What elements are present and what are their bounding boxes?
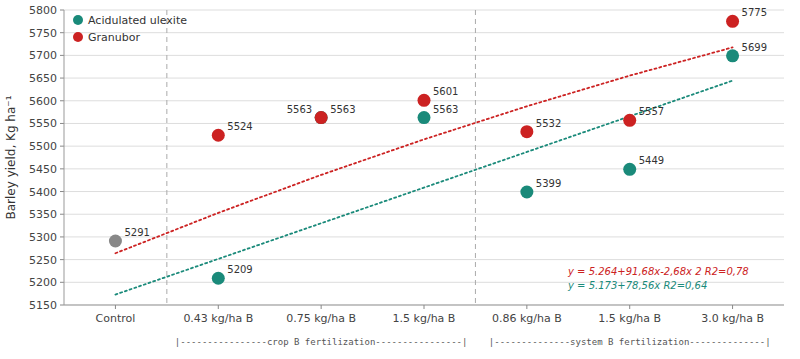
y-tick (60, 32, 64, 33)
point (726, 49, 739, 62)
y-tick (60, 168, 64, 169)
grid-line (64, 55, 784, 56)
point (212, 272, 225, 285)
y-tick (60, 191, 64, 192)
data-label: 5524 (227, 121, 252, 132)
legend: Acidulated ulexite Granubor (73, 14, 187, 44)
x-tick-label: 1.5 kg/ha B (393, 312, 456, 325)
x-tick (218, 305, 219, 309)
data-label: 5399 (536, 178, 561, 189)
point (623, 163, 636, 176)
point (315, 111, 328, 124)
y-tick-label: 5450 (29, 163, 57, 176)
x-tick-label: 0.43 kg/ha B (183, 312, 253, 325)
data-label: 5291 (124, 227, 149, 238)
grid-line (64, 191, 784, 192)
legend-entry: Granubor (88, 31, 140, 44)
y-tick (60, 146, 64, 147)
x-tick-label: Control (96, 312, 136, 325)
y-tick (60, 55, 64, 56)
point (315, 111, 328, 124)
y-tick-label: 5400 (29, 186, 57, 199)
group-label: |----------------crop B fertilization---… (175, 337, 468, 347)
x-tick-label: 0.86 kg/ha B (492, 312, 562, 325)
group-separator (166, 10, 167, 305)
y-axis (64, 10, 65, 305)
y-tick-label: 5650 (29, 72, 57, 85)
y-tick-label: 5300 (29, 231, 57, 244)
grid-line (64, 32, 784, 33)
grid-line (64, 168, 784, 169)
equation: y = 5.173+78,56x R2=0,64 (567, 280, 707, 291)
point (520, 185, 533, 198)
x-tick (629, 305, 630, 309)
x-tick-label: 3.0 kg/ha B (701, 312, 764, 325)
group-separator (475, 10, 476, 305)
grid-line (64, 214, 784, 215)
y-tick (60, 10, 64, 11)
y-tick (60, 100, 64, 101)
grid-line (64, 236, 784, 237)
y-tick-label: 5550 (29, 117, 57, 130)
equation: y = 5.264+91,68x-2,68x 2 R2=0,78 (567, 266, 749, 277)
y-tick (60, 259, 64, 260)
y-tick (60, 214, 64, 215)
point (623, 114, 636, 127)
y-tick-label: 5700 (29, 49, 57, 62)
data-label: 5563 (433, 104, 458, 115)
y-tick-label: 5600 (29, 95, 57, 108)
y-tick-label: 5750 (29, 27, 57, 40)
data-labels: 5291 5209 5563 5563 5399 5449 5699 5524 5563 5601… (124, 7, 767, 275)
data-label: 5563 (287, 104, 312, 115)
data-label: 5775 (742, 7, 767, 18)
point (726, 15, 739, 28)
point (418, 111, 431, 124)
x-tick-label: 1.5 kg/ha B (598, 312, 661, 325)
y-tick-label: 5250 (29, 254, 57, 267)
y-tick-label: 5200 (29, 276, 57, 289)
x-tick-label: 0.75 kg/ha B (286, 312, 356, 325)
y-axis-label: Barley yield, Kg ha⁻¹ (4, 95, 18, 219)
y-tick (60, 78, 64, 79)
y-tick-label: 5800 (29, 4, 57, 17)
data-label: 5209 (227, 264, 252, 275)
x-tick (321, 305, 322, 309)
x-tick (732, 305, 733, 309)
point (418, 94, 431, 107)
y-tick (60, 123, 64, 124)
y-tick (60, 236, 64, 237)
y-tick (60, 282, 64, 283)
chart: 5150 5200 5250 5300 5350 5400 5450 5500 5550 5600… (0, 0, 800, 359)
legend-marker (73, 15, 83, 25)
y-tick-label: 5150 (29, 299, 57, 312)
grid-line (64, 259, 784, 260)
data-label: 5532 (536, 118, 561, 129)
trend-line (115, 47, 732, 253)
y-tick-label: 5350 (29, 208, 57, 221)
data-label: 5557 (639, 106, 664, 117)
grid-line (64, 78, 784, 79)
plot-area (109, 15, 739, 295)
y-tick (60, 305, 64, 306)
point (212, 129, 225, 142)
grid-line (64, 10, 784, 11)
point (109, 235, 122, 248)
x-tick (526, 305, 527, 309)
grid-line (64, 146, 784, 147)
data-label: 5601 (433, 86, 458, 97)
x-tick (115, 305, 116, 309)
y-tick-label: 5500 (29, 140, 57, 153)
group-label: |--------------system B fertilization---… (489, 337, 771, 347)
data-label: 5699 (742, 42, 767, 53)
data-label: 5449 (639, 155, 664, 166)
trend-line (115, 81, 732, 295)
point (520, 125, 533, 138)
x-tick (424, 305, 425, 309)
data-label: 5563 (330, 104, 355, 115)
legend-marker (73, 32, 83, 42)
legend-entry: Acidulated ulexite (88, 14, 187, 27)
